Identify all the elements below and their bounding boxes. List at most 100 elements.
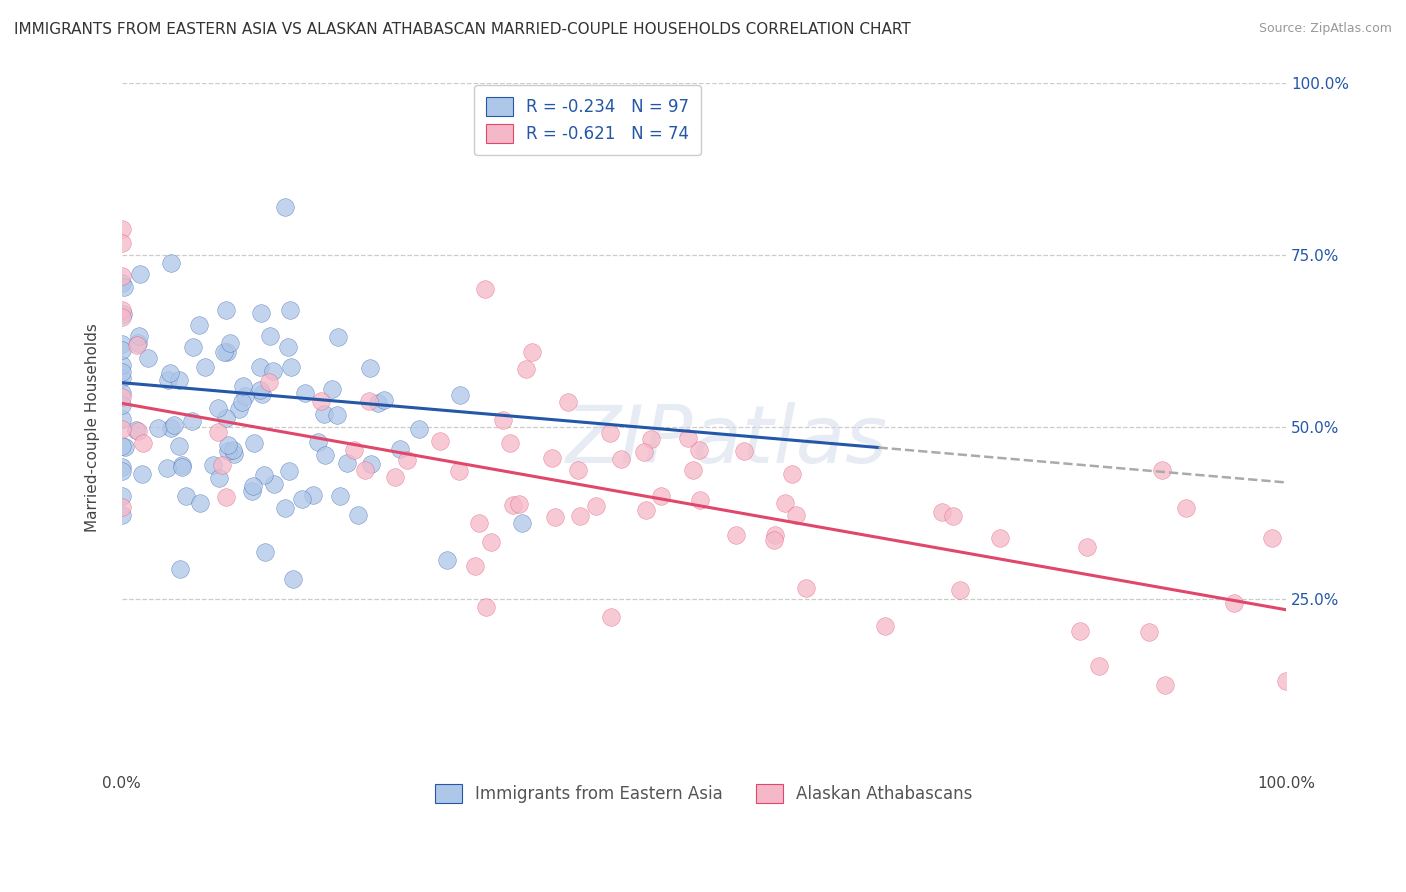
- Point: [111, 222, 134, 236]
- Point: [217, 438, 239, 452]
- Point: [114, 441, 136, 455]
- Point: [785, 508, 807, 522]
- Point: [127, 425, 149, 439]
- Point: [502, 498, 524, 512]
- Point: [724, 528, 747, 542]
- Point: [1069, 624, 1091, 638]
- Point: [170, 458, 193, 472]
- Point: [568, 509, 591, 524]
- Point: [464, 559, 486, 574]
- Text: ZIPatlas: ZIPatlas: [567, 402, 889, 480]
- Point: [202, 458, 225, 472]
- Point: [277, 464, 299, 478]
- Point: [111, 235, 134, 250]
- Point: [1153, 678, 1175, 692]
- Point: [128, 268, 150, 282]
- Point: [347, 508, 370, 522]
- Point: [1275, 673, 1298, 688]
- Point: [650, 489, 672, 503]
- Point: [111, 365, 134, 379]
- Point: [360, 457, 382, 471]
- Point: [600, 609, 623, 624]
- Point: [111, 268, 134, 283]
- Legend: Immigrants from Eastern Asia, Alaskan Athabascans: Immigrants from Eastern Asia, Alaskan At…: [423, 772, 984, 814]
- Point: [156, 460, 179, 475]
- Point: [988, 531, 1011, 545]
- Point: [207, 401, 229, 416]
- Point: [689, 492, 711, 507]
- Point: [111, 398, 134, 412]
- Point: [780, 467, 803, 482]
- Point: [408, 422, 430, 436]
- Point: [274, 201, 297, 215]
- Point: [252, 387, 274, 401]
- Point: [224, 447, 246, 461]
- Point: [243, 436, 266, 450]
- Point: [222, 443, 245, 458]
- Point: [111, 358, 134, 372]
- Point: [599, 425, 621, 440]
- Point: [436, 553, 458, 567]
- Y-axis label: Married-couple Households: Married-couple Households: [86, 323, 100, 532]
- Point: [170, 459, 193, 474]
- Point: [1137, 625, 1160, 640]
- Point: [942, 508, 965, 523]
- Point: [429, 434, 451, 449]
- Point: [181, 340, 204, 354]
- Point: [111, 460, 134, 475]
- Point: [187, 318, 209, 332]
- Point: [557, 394, 579, 409]
- Point: [1223, 595, 1246, 609]
- Text: Source: ZipAtlas.com: Source: ZipAtlas.com: [1258, 22, 1392, 36]
- Point: [125, 423, 148, 437]
- Point: [215, 345, 238, 359]
- Point: [207, 471, 229, 485]
- Point: [544, 509, 567, 524]
- Point: [111, 508, 134, 522]
- Point: [132, 436, 155, 450]
- Point: [253, 467, 276, 482]
- Point: [254, 545, 277, 559]
- Point: [676, 431, 699, 445]
- Point: [314, 407, 336, 421]
- Point: [231, 394, 253, 409]
- Point: [373, 392, 395, 407]
- Point: [479, 534, 502, 549]
- Point: [111, 385, 134, 400]
- Point: [367, 396, 389, 410]
- Point: [228, 401, 250, 416]
- Point: [1150, 463, 1173, 477]
- Point: [167, 439, 190, 453]
- Point: [136, 351, 159, 366]
- Point: [111, 439, 134, 453]
- Point: [1175, 501, 1198, 516]
- Point: [111, 390, 134, 404]
- Point: [567, 463, 589, 477]
- Point: [1076, 541, 1098, 555]
- Point: [359, 361, 381, 376]
- Point: [314, 448, 336, 462]
- Point: [931, 505, 953, 519]
- Point: [763, 533, 786, 547]
- Point: [384, 470, 406, 484]
- Point: [328, 330, 350, 344]
- Point: [336, 456, 359, 470]
- Point: [232, 379, 254, 393]
- Point: [541, 450, 564, 465]
- Point: [636, 502, 658, 516]
- Point: [342, 442, 364, 457]
- Point: [467, 516, 489, 531]
- Point: [249, 383, 271, 397]
- Point: [219, 335, 242, 350]
- Point: [949, 582, 972, 597]
- Point: [127, 336, 149, 351]
- Point: [128, 329, 150, 343]
- Point: [235, 389, 257, 403]
- Point: [259, 329, 281, 343]
- Point: [395, 453, 418, 467]
- Point: [211, 458, 233, 472]
- Point: [357, 394, 380, 409]
- Point: [263, 364, 285, 378]
- Point: [449, 388, 471, 402]
- Point: [307, 435, 329, 450]
